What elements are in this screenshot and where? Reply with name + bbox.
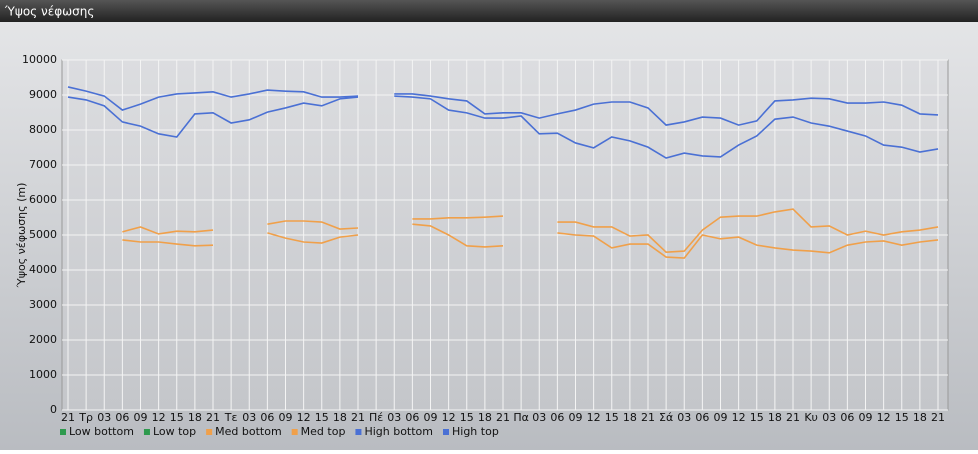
legend-marker bbox=[143, 429, 150, 435]
y-tick-label: 7000 bbox=[29, 158, 57, 171]
x-tick-label: 15 bbox=[460, 411, 474, 424]
x-tick-label: 15 bbox=[605, 411, 619, 424]
x-tick-label: 18 bbox=[478, 411, 492, 424]
x-tick-label: 03 bbox=[97, 411, 111, 424]
x-tick-label: Πα bbox=[513, 411, 529, 424]
x-tick-label: 15 bbox=[315, 411, 329, 424]
x-tick-label: 18 bbox=[333, 411, 347, 424]
x-tick-label: 21 bbox=[61, 411, 75, 424]
x-tick-label: 09 bbox=[134, 411, 148, 424]
y-tick-label: 1000 bbox=[29, 368, 57, 381]
legend-label: Low top bbox=[153, 425, 196, 438]
x-tick-label: 15 bbox=[750, 411, 764, 424]
x-tick-label: 09 bbox=[279, 411, 293, 424]
x-tick-label: Πέ bbox=[369, 411, 383, 424]
legend-label: High bottom bbox=[364, 425, 433, 438]
y-axis-label: Ύψος νέφωσης (m) bbox=[15, 183, 28, 289]
series-line bbox=[67, 95, 939, 159]
x-tick-label: 03 bbox=[532, 411, 546, 424]
legend-marker bbox=[291, 429, 298, 435]
legend-marker bbox=[60, 429, 66, 435]
y-tick-label: 2000 bbox=[29, 333, 57, 346]
x-tick-label: 12 bbox=[152, 411, 166, 424]
x-tick-label: 09 bbox=[859, 411, 873, 424]
x-tick-label: 06 bbox=[115, 411, 129, 424]
legend-marker bbox=[355, 429, 362, 435]
x-tick-label: 18 bbox=[768, 411, 782, 424]
x-tick-label: 21 bbox=[786, 411, 800, 424]
x-tick-label: 12 bbox=[587, 411, 601, 424]
y-tick-label: 10000 bbox=[22, 53, 57, 66]
x-tick-label: 03 bbox=[677, 411, 691, 424]
x-tick-label: 18 bbox=[623, 411, 637, 424]
legend-label: High top bbox=[452, 425, 499, 438]
y-tick-label: 3000 bbox=[29, 298, 57, 311]
x-tick-label: Σά bbox=[659, 411, 673, 424]
x-tick-label: Τρ bbox=[78, 411, 93, 424]
x-tick-label: 12 bbox=[297, 411, 311, 424]
series-line bbox=[67, 86, 939, 126]
series-line bbox=[122, 223, 939, 259]
x-tick-label: 21 bbox=[206, 411, 220, 424]
x-tick-label: 21 bbox=[641, 411, 655, 424]
x-tick-label: 06 bbox=[840, 411, 854, 424]
x-tick-label: 21 bbox=[496, 411, 510, 424]
legend-label: Low bottom bbox=[69, 425, 134, 438]
legend-label: Med bottom bbox=[215, 425, 282, 438]
y-tick-label: 4000 bbox=[29, 263, 57, 276]
x-tick-label: Κυ bbox=[804, 411, 818, 424]
x-tick-label: 09 bbox=[714, 411, 728, 424]
y-tick-label: 8000 bbox=[29, 123, 57, 136]
x-tick-label: 18 bbox=[913, 411, 927, 424]
x-tick-label: 03 bbox=[242, 411, 256, 424]
x-tick-label: 06 bbox=[695, 411, 709, 424]
legend-label: Med top bbox=[301, 425, 346, 438]
chart-title: Ύψος νέφωσης bbox=[4, 5, 94, 19]
y-tick-label: 6000 bbox=[29, 193, 57, 206]
x-tick-label: 06 bbox=[405, 411, 419, 424]
x-tick-label: 03 bbox=[387, 411, 401, 424]
x-tick-label: 21 bbox=[931, 411, 945, 424]
x-tick-label: 09 bbox=[569, 411, 583, 424]
x-tick-label: 12 bbox=[732, 411, 746, 424]
x-tick-label: 15 bbox=[895, 411, 909, 424]
legend-marker bbox=[206, 429, 213, 435]
x-tick-label: 12 bbox=[442, 411, 456, 424]
x-tick-label: 03 bbox=[822, 411, 836, 424]
y-tick-label: 0 bbox=[50, 403, 57, 416]
y-tick-label: 9000 bbox=[29, 88, 57, 101]
x-tick-label: 15 bbox=[170, 411, 184, 424]
x-tick-label: 18 bbox=[188, 411, 202, 424]
title-bar bbox=[0, 0, 978, 22]
y-tick-label: 5000 bbox=[29, 228, 57, 241]
x-tick-label: 21 bbox=[351, 411, 365, 424]
legend-marker bbox=[443, 429, 449, 435]
x-tick-label: 06 bbox=[260, 411, 274, 424]
x-tick-label: 12 bbox=[877, 411, 891, 424]
x-tick-label: 06 bbox=[550, 411, 564, 424]
series-line bbox=[122, 208, 939, 253]
x-tick-label: Τε bbox=[224, 411, 238, 424]
x-tick-label: 09 bbox=[424, 411, 438, 424]
